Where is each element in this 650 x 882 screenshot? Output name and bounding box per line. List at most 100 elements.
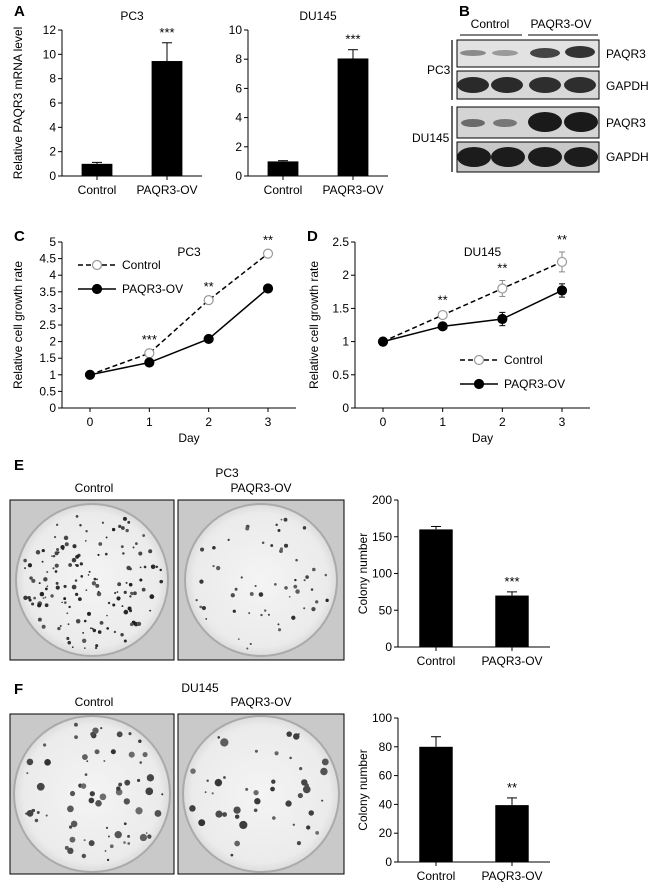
colony-dot [24,567,27,570]
series-line-paqr3-ov [89,287,269,376]
colony-dot [113,630,117,634]
colony-dot [234,840,241,847]
colony-dot [57,626,61,631]
series-line-control [382,261,563,343]
colony-dot [149,594,155,600]
colony-dot [37,617,42,622]
colony-dot [85,589,88,592]
colony-dot [41,560,44,563]
colony-dot [74,563,77,566]
x-tick-label: 3 [265,415,272,429]
data-point-paqr3-ov [144,357,155,368]
panel-label-e: E [14,457,24,474]
colony-dot [75,515,79,518]
colony-dot [75,555,79,559]
colony-dot [308,810,314,816]
colony-dot [211,792,214,795]
colony-dot [94,749,100,755]
colony-dot [254,798,261,805]
colony-dot [75,618,81,624]
colony-dot [222,812,227,817]
y-tick-label: 10 [43,47,57,61]
colony-dot [94,646,98,650]
colony-dot [277,628,282,632]
colony-dot [261,541,265,544]
colony-dot [148,549,153,554]
colony-dot [55,581,59,585]
y-tick-label: 1.5 [39,351,56,365]
y-tick-label: 0 [385,855,392,869]
data-point-paqr3-ov [203,333,214,345]
colony-dot [123,822,127,826]
colony-dot [98,542,103,546]
colony-dot [74,579,78,582]
band [460,50,486,56]
x-tick-label: 1 [439,415,446,429]
colony-dot [116,591,119,594]
colony-dot [63,535,69,541]
colony-dot [253,789,259,796]
y-tick-label: 2 [49,145,56,159]
y-tick-label: 2 [235,140,242,154]
colony-dot [104,850,107,852]
colony-dot [60,545,65,550]
colony-dot [92,628,97,633]
colony-dot [69,836,76,843]
chart-a-pc3: 0 2 4 6 8 10 12 Control PAQR3-OV *** PC3 Relative P… [11,9,202,197]
colonies-e-ov [195,517,329,650]
chart-f-colony: 0 20 40 60 80 100 Control PAQR3-OV ** Colony numb… [356,711,550,882]
colony-dot [249,592,254,596]
colony-dot [288,595,291,598]
data-point-control [497,283,508,294]
colony-dot [277,623,280,626]
colony-dot [124,779,131,786]
colony-dot [223,776,226,779]
colony-dot [45,814,48,817]
colony-dot [199,605,203,609]
band [457,147,491,167]
colony-dot [216,565,221,571]
y-tick-label: 80 [379,740,393,754]
colony-dot [135,542,138,545]
colony-dot [116,596,121,601]
colony-dot [110,749,116,755]
colony-dot [123,590,127,594]
colony-dot [64,601,67,604]
y-tick-label: 60 [379,769,393,783]
colony-dot [43,577,48,582]
colony-dot [306,825,311,830]
legend-label: Control [122,258,161,272]
colony-dot [254,584,257,588]
colony-dot [67,640,72,645]
y-tick-label: 0.5 [332,368,349,382]
colony-dot [302,526,307,530]
chart-title: PC3 [177,245,201,259]
x-tick-label: Control [417,869,456,882]
x-tick-label: Control [417,654,456,668]
colony-dot [126,565,131,571]
western-blot: Control PAQR3-OV PC3 DU145 PAQR3 [412,17,649,173]
colony-dot [83,619,87,623]
colony-dot [285,800,292,807]
colony-dot [129,595,132,598]
colony-dot [249,642,252,646]
colony-dot [117,582,122,587]
colony-dot [296,841,302,846]
data-point-control [437,309,448,321]
colony-dot [321,799,324,802]
colony-dot [128,732,132,736]
legend-marker [473,378,485,390]
colony-dot [84,647,86,649]
y-tick-label: 2.5 [332,235,349,249]
x-tick-label: Control [78,183,117,197]
colony-dot [227,538,230,541]
y-tick-label: 0 [385,640,392,654]
data-point-paqr3-ov [497,313,508,325]
colony-dot [263,609,267,612]
colony-dot [125,581,128,584]
y-tick-label: 0 [235,169,242,183]
blot-row-label-1: PAQR3 [606,47,646,61]
colony-dot [199,579,204,584]
colony-dot [214,778,223,787]
colony-dot [132,546,135,549]
